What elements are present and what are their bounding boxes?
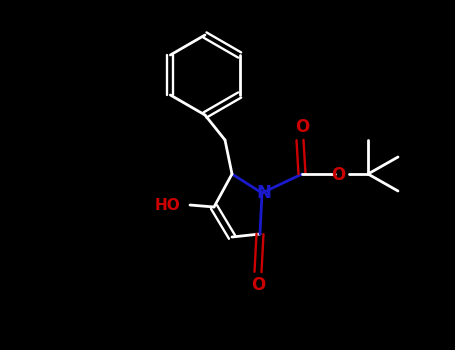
Text: O: O xyxy=(295,118,309,136)
Text: N: N xyxy=(257,184,272,202)
Text: O: O xyxy=(331,166,345,184)
Text: O: O xyxy=(251,276,265,294)
Text: HO: HO xyxy=(155,197,181,212)
